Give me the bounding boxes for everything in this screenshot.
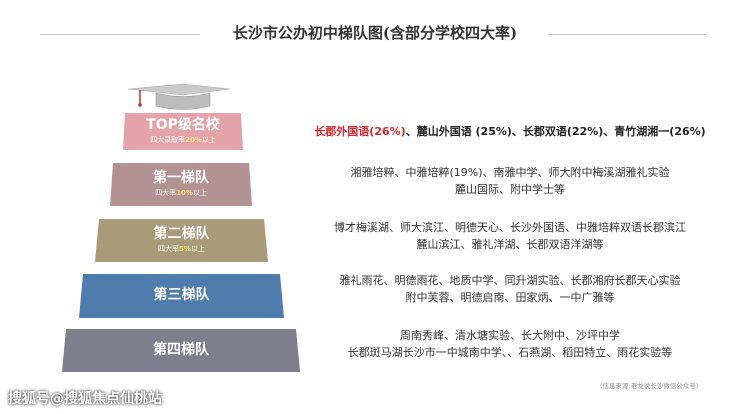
schools-top: 长郡外国语(26%)、麓山外国语 (25%)、长郡双语(22%)、青竹湖湘一(2… (300, 123, 720, 140)
school-line: 附中芙蓉、明德启南、田家炳、一中广雅等 (405, 291, 615, 304)
tier-shape-1 (110, 163, 252, 206)
watermark: 搜狐号@搜狐焦点仙桃站 (8, 391, 162, 407)
tier-label-4: 第四梯队 (66, 342, 296, 359)
tier-label-2: 第二梯队 四大率5%以上 (99, 226, 264, 253)
tier-rate: 四大率10%以上 (155, 188, 207, 197)
school-line: 麓山滨江、雅礼洋湖、长郡双语洋湖等 (416, 238, 604, 251)
school-line: 湘雅培粹、中雅培粹(19%)、南雅中学、师大附中梅溪湖雅礼实验 (350, 166, 670, 179)
title-bar: 长沙市公办初中梯队图(含部分学校四大率) (0, 22, 740, 46)
source-note: (信息来源:老龙说长沙微信公众号) (600, 382, 699, 390)
tier-shape-2 (95, 219, 268, 262)
tier-shape-top (123, 113, 243, 150)
tier-label-3: 第三梯队 (83, 287, 280, 304)
title-divider-left (40, 34, 200, 35)
school-line: 周南秀峰、清水塘实验、长大附中、沙坪中学 (400, 329, 620, 342)
school-line: 博才梅溪湖、师大滨江、明德天心、长沙外国语、中雅培粹双语长郡滨江 (334, 221, 686, 234)
tier-name: 第二梯队 (153, 226, 210, 242)
tier-name: 第三梯队 (153, 287, 210, 303)
top-schools-row: 长郡外国语(26%)、麓山外国语 (25%)、长郡双语(22%)、青竹湖湘一(2… (314, 125, 706, 138)
tier-name: 第一梯队 (153, 170, 209, 186)
tier-name: TOP级名校 (146, 117, 220, 133)
tier-shape-3 (79, 274, 284, 318)
tier-name: 第四梯队 (153, 342, 209, 358)
schools-tier-1: 湘雅培粹、中雅培粹(19%)、南雅中学、师大附中梅溪湖雅礼实验 麓山国际、附中学… (300, 164, 720, 198)
tier-shape-4 (62, 329, 300, 372)
tier-label-1: 第一梯队 四大率10%以上 (113, 170, 249, 197)
tier-rate: 四大录取率20%以上 (150, 135, 216, 144)
tier-rate: 四大率5%以上 (158, 244, 205, 253)
school-line: 雅礼雨花、明德雨花、地质中学、同升湖实验、长郡湘府长郡天心实验 (339, 274, 681, 287)
schools-tier-2: 博才梅溪湖、师大滨江、明德天心、长沙外国语、中雅培粹双语长郡滨江 麓山滨江、雅礼… (300, 219, 720, 253)
school-line: 麓山国际、附中学士等 (455, 183, 565, 196)
title-divider-right (548, 34, 706, 35)
schools-tier-3: 雅礼雨花、明德雨花、地质中学、同升湖实验、长郡湘府长郡天心实验 附中芙蓉、明德启… (300, 272, 720, 306)
school-line: 长郡斑马湖长沙市一中城南中学、、石燕湖、稻田特立、雨花实验等 (347, 346, 673, 359)
schools-tier-4: 周南秀峰、清水塘实验、长大附中、沙坪中学 长郡斑马湖长沙市一中城南中学、、石燕湖… (300, 327, 720, 361)
tier-label-top: TOP级名校 四大录取率20%以上 (125, 117, 241, 144)
page-title: 长沙市公办初中梯队图(含部分学校四大率) (232, 24, 518, 42)
graduation-cap-icon (127, 83, 231, 110)
